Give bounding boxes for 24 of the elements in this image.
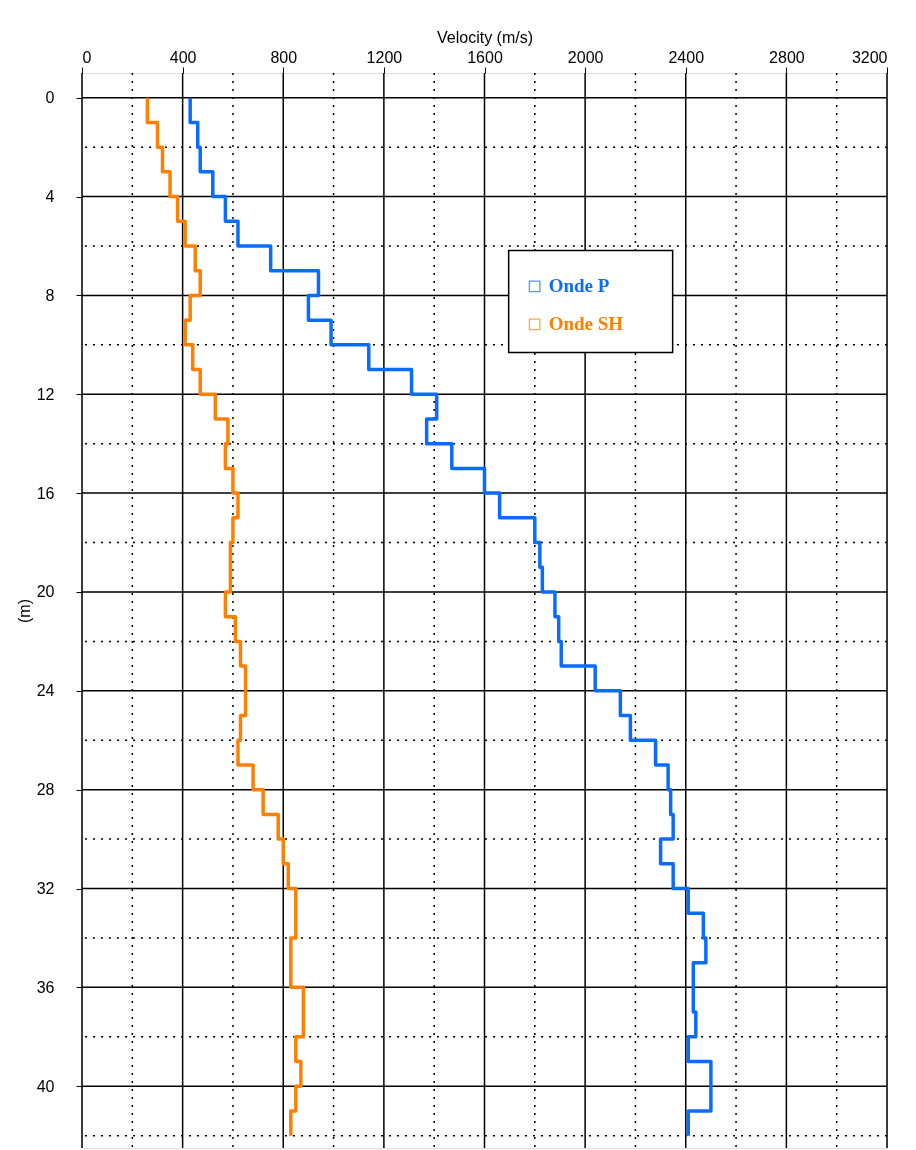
y-tick-label: 20 [36, 583, 55, 601]
x-tick-label: 2400 [668, 48, 705, 66]
y-tick-label: 32 [36, 880, 55, 898]
legend-label: Onde P [548, 275, 610, 297]
y-tick-label: 40 [36, 1077, 55, 1095]
legend-label: Onde SH [548, 313, 624, 335]
y-axis-title: (m) [15, 599, 33, 623]
x-axis-title: Velocity (m/s) [436, 28, 534, 46]
x-tick-label: 800 [270, 48, 298, 66]
x-tick-label: 2000 [567, 48, 604, 66]
y-tick-label: 36 [36, 978, 55, 996]
x-tick-label: 3200 [851, 48, 888, 66]
x-tick-label: 1200 [366, 48, 403, 66]
x-tick-label: 2800 [769, 48, 805, 66]
y-tick-label: 28 [36, 781, 55, 799]
y-tick-label: 8 [45, 286, 55, 304]
x-tick-label: 400 [169, 48, 197, 66]
y-tick-label: 12 [36, 385, 55, 403]
x-tick-label: 1600 [467, 48, 503, 66]
y-tick-label: 4 [45, 188, 55, 206]
x-tick-label: 0 [82, 48, 92, 66]
y-tick-label: 0 [45, 89, 55, 107]
y-tick-label: 16 [36, 484, 55, 502]
y-tick-label: 24 [36, 682, 55, 700]
